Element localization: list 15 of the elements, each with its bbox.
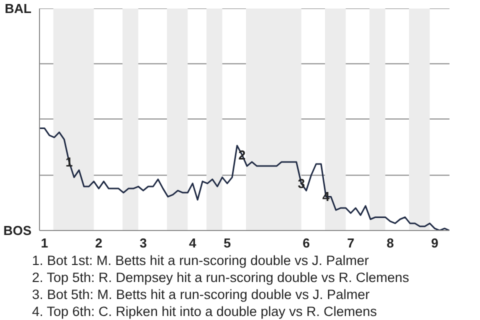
- text: BAL: [4, 1, 32, 16]
- x-tick-label: 9: [431, 236, 438, 250]
- x-tick-label: 1: [40, 236, 48, 250]
- x-tick-label: 6: [302, 236, 310, 250]
- text: BOS: [3, 223, 32, 238]
- text: 1. Bot 1st: M. Betts hit a run-scoring double vs J. Palmer: [32, 253, 369, 268]
- text: 2. Top 5th: R. Dempsey hit a run-scoring double vs R. Clemens: [32, 270, 410, 285]
- text: 3. Bot 5th: M. Betts hit a run-scoring double vs J. Palmer: [32, 287, 370, 302]
- text: 4. Top 6th: C. Ripken hit into a double play vs R. Clemens: [32, 304, 377, 319]
- x-tick-label: 8: [386, 236, 394, 250]
- x-tick-label: 4: [189, 236, 198, 250]
- x-tick-label: 5: [224, 236, 231, 250]
- x-tick-label: 7: [347, 236, 354, 250]
- x-tick-label: 2: [95, 236, 102, 250]
- x-tick-label: 3: [140, 236, 147, 250]
